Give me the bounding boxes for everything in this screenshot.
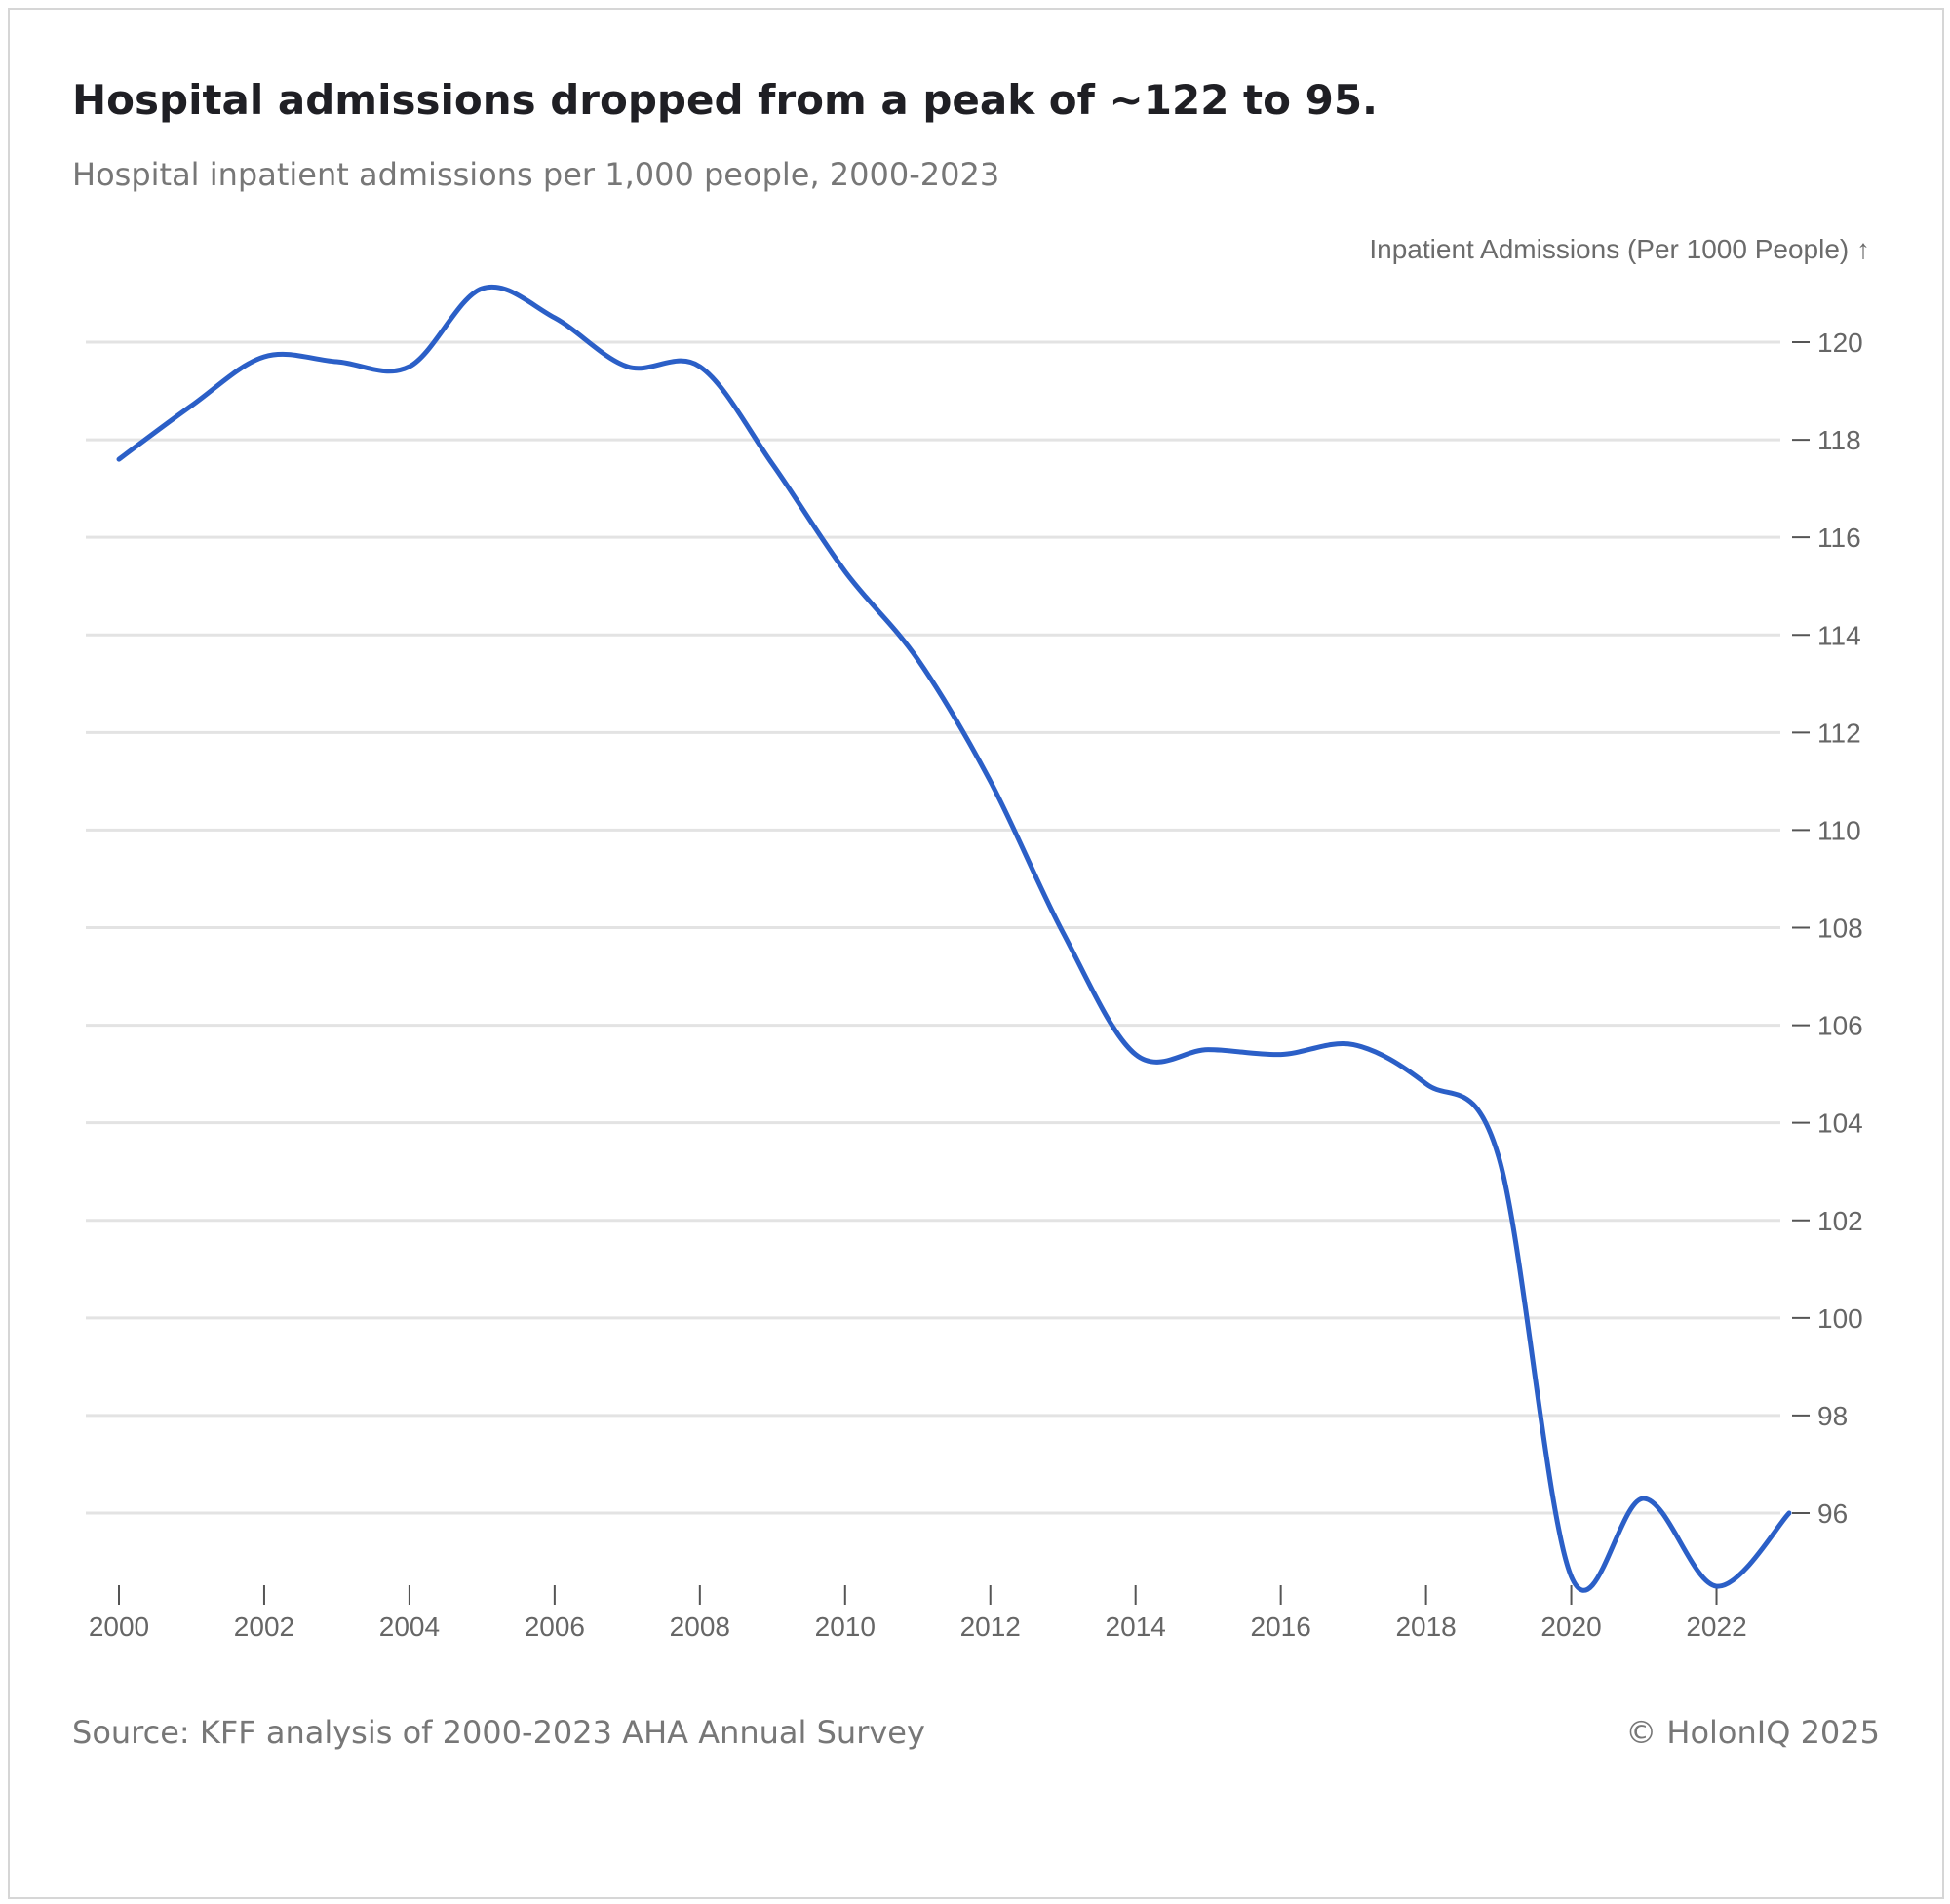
data-point [1714,1583,1720,1589]
chart-title: Hospital admissions dropped from a peak … [72,76,1378,124]
y-tick-label: 120 [1817,328,1863,358]
y-tick-label: 100 [1817,1303,1863,1334]
x-tick-label: 2016 [1251,1612,1311,1642]
x-tick-label: 2000 [89,1612,149,1642]
data-point [697,364,703,369]
chart-subtitle: Hospital inpatient admissions per 1,000 … [72,156,1000,193]
data-point [188,403,194,408]
data-point [1786,1510,1792,1516]
data-point [1350,1042,1356,1048]
x-tick-label: 2002 [234,1612,294,1642]
copyright-note: © HolonIQ 2025 [1625,1714,1880,1751]
data-point [1133,1052,1139,1058]
y-tick-label: 116 [1817,523,1861,553]
data-point [988,778,994,784]
data-point [1060,930,1066,936]
y-tick-label: 96 [1817,1498,1848,1529]
x-tick-label: 2010 [815,1612,876,1642]
y-axis: 96 98 100 102 104 106 108 110 112 114 116 118 120 [1792,328,1863,1529]
data-point [407,364,412,369]
data-point [915,656,920,662]
data-point [116,456,122,462]
y-tick-label: 104 [1817,1108,1863,1139]
data-point [624,364,630,369]
y-tick-label: 110 [1817,815,1861,845]
chart-card [8,8,1944,1899]
y-tick-label: 106 [1817,1011,1863,1041]
data-point [552,315,558,321]
x-tick-label: 2018 [1395,1612,1456,1642]
x-axis: 2000 2002 2004 2006 2008 2010 2012 2014 2016 2018… [89,1585,1747,1642]
y-axis-title: Inpatient Admissions (Per 1000 People) ↑ [1369,234,1870,264]
data-point [1205,1047,1211,1053]
data-point [1278,1052,1284,1058]
data-point [479,286,485,291]
data-point [842,568,848,574]
y-tick-label: 108 [1817,913,1863,944]
x-tick-label: 2008 [670,1612,730,1642]
y-tick-label: 98 [1817,1401,1848,1431]
x-tick-label: 2014 [1106,1612,1166,1642]
x-tick-label: 2004 [379,1612,440,1642]
y-tick-label: 114 [1817,620,1861,650]
data-point [261,354,267,360]
series-line [116,284,1792,1593]
series-layer [116,284,1792,1593]
x-tick-label: 2006 [525,1612,585,1642]
x-tick-label: 2022 [1686,1612,1746,1642]
x-tick-label: 2020 [1540,1612,1601,1642]
data-point [1424,1081,1429,1087]
x-tick-label: 2012 [960,1612,1021,1642]
data-point [769,461,775,467]
source-note: Source: KFF analysis of 2000-2023 AHA An… [72,1714,925,1751]
data-point [1641,1496,1647,1501]
y-tick-label: 112 [1817,718,1861,748]
data-point [1569,1574,1575,1579]
y-tick-label: 118 [1817,425,1861,455]
data-point [1496,1154,1502,1160]
grid-lines [86,340,1780,1515]
y-tick-label: 102 [1817,1206,1863,1236]
data-point [333,359,339,365]
